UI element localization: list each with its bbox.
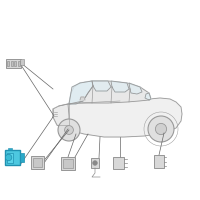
FancyBboxPatch shape: [31, 156, 44, 169]
FancyBboxPatch shape: [7, 152, 13, 163]
Polygon shape: [129, 83, 142, 94]
Polygon shape: [111, 81, 129, 92]
FancyBboxPatch shape: [18, 61, 20, 66]
FancyBboxPatch shape: [61, 157, 75, 170]
Polygon shape: [145, 93, 151, 100]
Polygon shape: [80, 97, 85, 100]
Polygon shape: [69, 81, 93, 104]
Polygon shape: [69, 81, 151, 104]
FancyBboxPatch shape: [8, 148, 12, 150]
FancyBboxPatch shape: [7, 61, 9, 66]
FancyBboxPatch shape: [33, 158, 42, 167]
Circle shape: [93, 161, 97, 165]
FancyBboxPatch shape: [63, 159, 73, 168]
Circle shape: [155, 123, 167, 135]
FancyBboxPatch shape: [5, 150, 20, 165]
FancyBboxPatch shape: [14, 61, 16, 66]
Circle shape: [65, 126, 73, 134]
Circle shape: [5, 154, 12, 161]
Circle shape: [58, 119, 80, 141]
Polygon shape: [92, 81, 111, 91]
Circle shape: [148, 116, 174, 142]
FancyBboxPatch shape: [113, 157, 124, 169]
FancyBboxPatch shape: [20, 153, 24, 162]
FancyBboxPatch shape: [91, 158, 99, 168]
FancyBboxPatch shape: [20, 59, 24, 65]
Polygon shape: [53, 104, 69, 129]
Polygon shape: [53, 98, 182, 137]
FancyBboxPatch shape: [11, 61, 13, 66]
FancyBboxPatch shape: [154, 155, 164, 168]
FancyBboxPatch shape: [6, 59, 21, 68]
